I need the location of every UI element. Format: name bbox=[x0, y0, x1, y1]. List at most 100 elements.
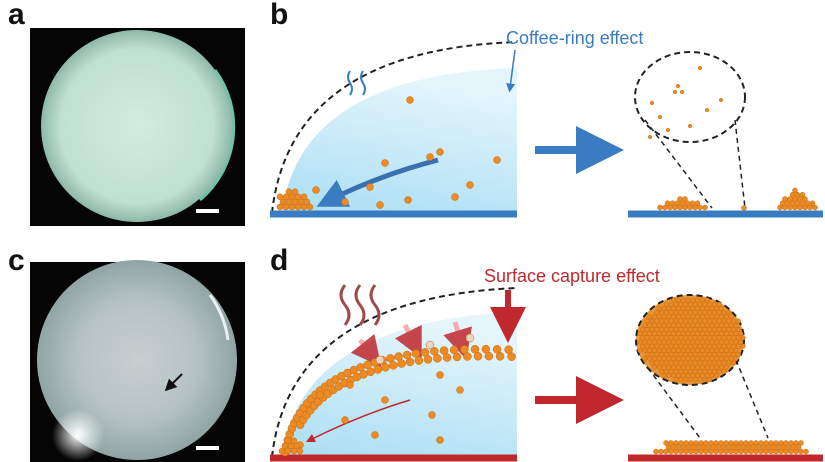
particle bbox=[695, 340, 699, 344]
particle bbox=[652, 365, 656, 369]
particle bbox=[717, 319, 721, 323]
particle bbox=[695, 306, 699, 310]
particle bbox=[717, 352, 721, 356]
particle bbox=[664, 310, 668, 314]
particle bbox=[734, 331, 738, 335]
particle bbox=[700, 306, 704, 310]
particle bbox=[669, 302, 673, 306]
particle bbox=[705, 306, 709, 310]
particle bbox=[285, 438, 291, 444]
particle bbox=[731, 327, 735, 331]
particle bbox=[683, 336, 687, 340]
particle bbox=[664, 336, 668, 340]
particle bbox=[676, 306, 680, 310]
particle bbox=[727, 336, 731, 340]
particle bbox=[676, 365, 680, 369]
particle bbox=[676, 357, 680, 361]
particle bbox=[698, 327, 702, 331]
particle bbox=[724, 323, 728, 327]
particle bbox=[703, 302, 707, 306]
panel-label: d bbox=[270, 244, 288, 277]
particle bbox=[674, 369, 678, 373]
particle bbox=[729, 357, 733, 361]
particle bbox=[662, 365, 666, 369]
particle bbox=[693, 352, 697, 356]
particle bbox=[705, 315, 709, 319]
particle bbox=[722, 327, 726, 331]
particle bbox=[374, 365, 382, 373]
particle bbox=[707, 302, 711, 306]
particle bbox=[686, 357, 690, 361]
particle bbox=[729, 348, 733, 352]
particle bbox=[729, 323, 733, 327]
particle bbox=[703, 378, 707, 382]
particle bbox=[667, 365, 671, 369]
particle bbox=[734, 340, 738, 344]
particle bbox=[313, 187, 320, 194]
particle bbox=[659, 344, 663, 348]
particle bbox=[698, 310, 702, 314]
panel-label: a bbox=[8, 0, 25, 31]
particle bbox=[673, 90, 677, 94]
particle bbox=[736, 319, 740, 323]
particle bbox=[693, 319, 697, 323]
particle bbox=[674, 378, 678, 382]
particle bbox=[691, 348, 695, 352]
particle bbox=[709, 441, 714, 446]
particle bbox=[674, 361, 678, 365]
particle bbox=[688, 378, 692, 382]
particle bbox=[674, 327, 678, 331]
particle bbox=[695, 315, 699, 319]
particle bbox=[683, 361, 687, 365]
particle bbox=[437, 149, 444, 156]
particle bbox=[717, 344, 721, 348]
particle bbox=[698, 302, 702, 306]
particle bbox=[710, 373, 714, 377]
particle bbox=[691, 365, 695, 369]
particle bbox=[686, 298, 690, 302]
particle bbox=[674, 344, 678, 348]
particle bbox=[643, 348, 647, 352]
particle bbox=[655, 310, 659, 314]
particle bbox=[681, 348, 685, 352]
particle bbox=[647, 348, 651, 352]
particle bbox=[727, 361, 731, 365]
particle bbox=[789, 441, 794, 446]
particle bbox=[650, 352, 654, 356]
particle bbox=[719, 365, 723, 369]
particle bbox=[717, 361, 721, 365]
particle bbox=[681, 298, 685, 302]
particle bbox=[734, 441, 739, 446]
particle bbox=[347, 382, 354, 389]
particle bbox=[405, 197, 412, 204]
particle bbox=[474, 352, 482, 360]
particle bbox=[657, 357, 661, 361]
particle bbox=[689, 441, 694, 446]
particle bbox=[683, 369, 687, 373]
annotation: Surface capture effect bbox=[484, 266, 660, 286]
particle bbox=[722, 319, 726, 323]
particle bbox=[712, 361, 716, 365]
particle bbox=[727, 352, 731, 356]
particle bbox=[367, 368, 375, 376]
particle bbox=[650, 319, 654, 323]
particle bbox=[688, 369, 692, 373]
particle bbox=[688, 124, 692, 128]
particle bbox=[277, 194, 283, 200]
particle bbox=[698, 66, 702, 70]
particle bbox=[652, 323, 656, 327]
particle bbox=[659, 369, 663, 373]
particle bbox=[694, 441, 699, 446]
particle bbox=[667, 323, 671, 327]
particle bbox=[698, 378, 702, 382]
particle bbox=[703, 344, 707, 348]
particle bbox=[691, 298, 695, 302]
particle bbox=[693, 302, 697, 306]
particle bbox=[686, 373, 690, 377]
particle bbox=[427, 154, 434, 161]
particle bbox=[727, 344, 731, 348]
particle bbox=[679, 352, 683, 356]
figure: a b c d Coffee-ring effect Surface captu… bbox=[0, 0, 825, 462]
particle bbox=[643, 323, 647, 327]
particle bbox=[715, 365, 719, 369]
